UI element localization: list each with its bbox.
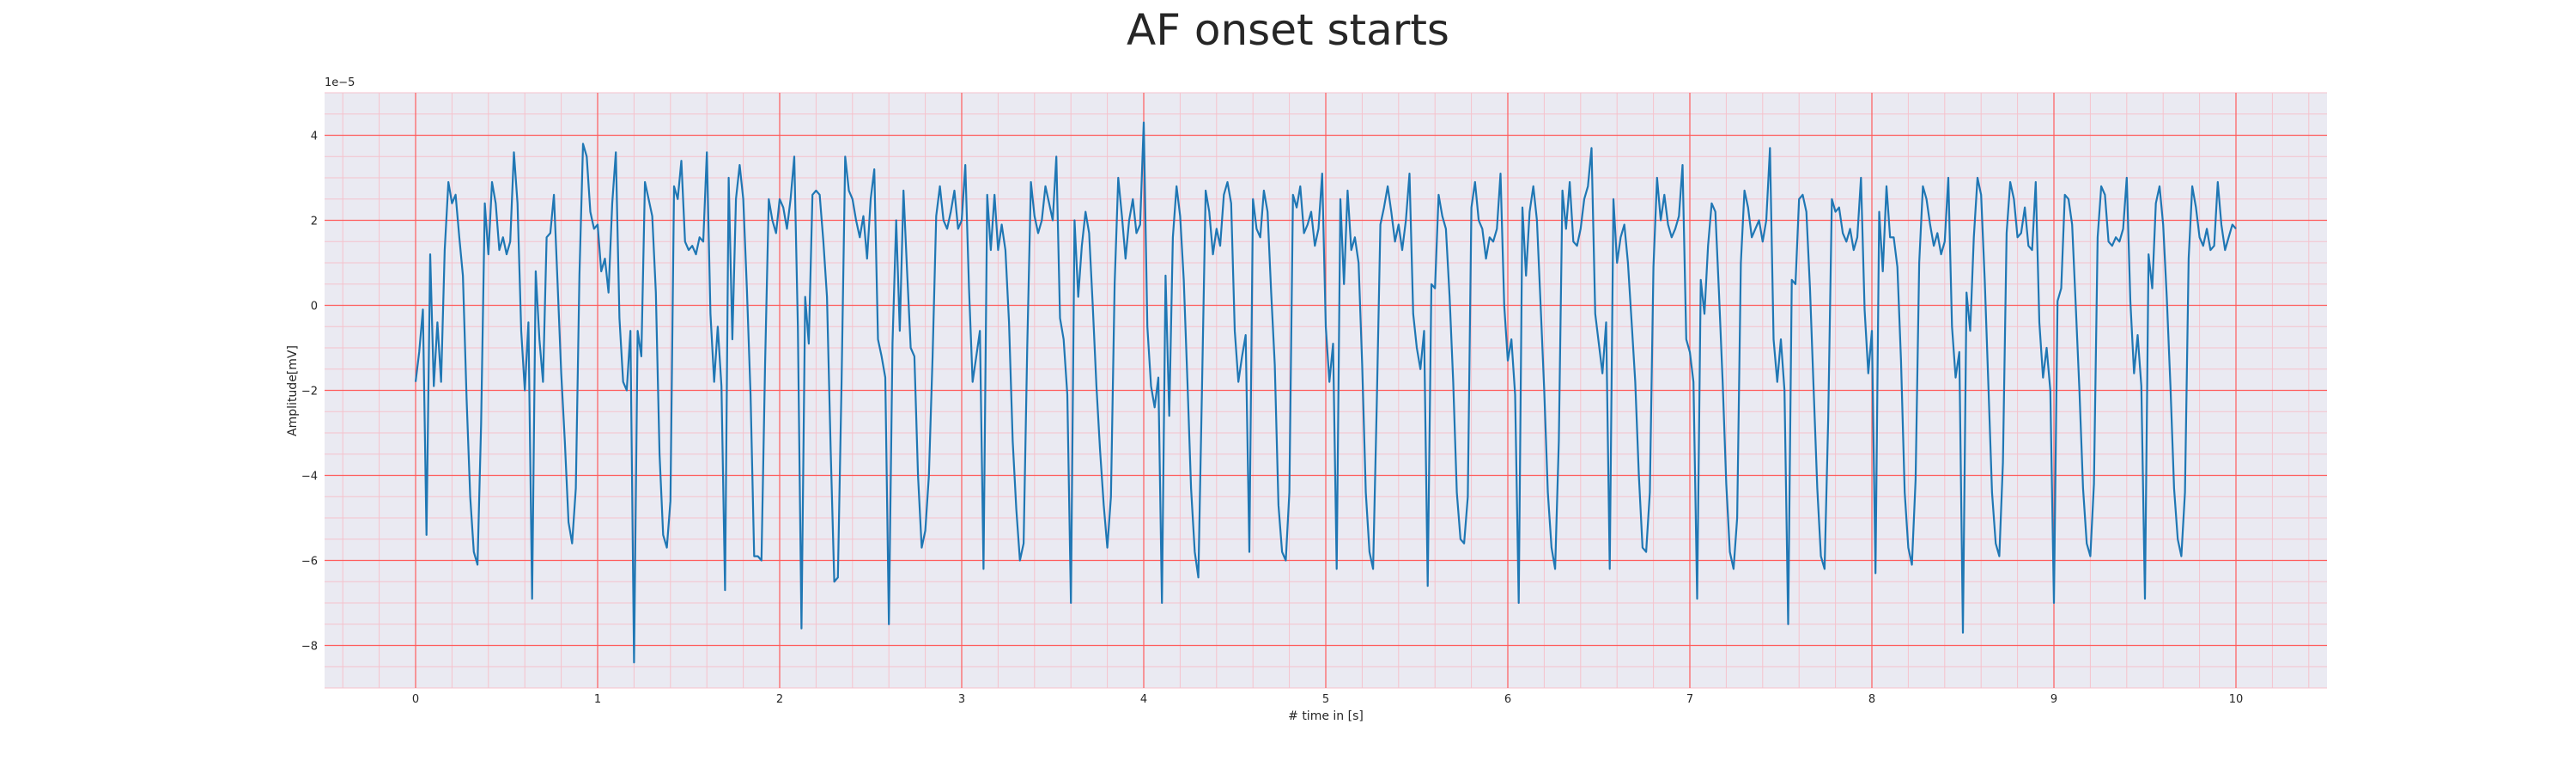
x-tick-labels: 0 1 2 3 4 5 6 7 8 9 10 <box>412 693 2243 706</box>
x-axis-label: # time in [s] <box>1288 709 1364 723</box>
y-tick-label: −8 <box>301 641 318 654</box>
y-tick-label: 4 <box>311 131 318 143</box>
x-tick-label: 2 <box>776 693 783 706</box>
x-tick-label: 5 <box>1322 693 1329 706</box>
y-tick-label: 2 <box>311 216 318 228</box>
y-axis-label: Amplitude[mV] <box>286 345 300 436</box>
y-tick-label: 0 <box>311 301 318 313</box>
y-tick-labels: −8 −6 −4 −2 0 2 4 <box>301 131 318 654</box>
x-tick-label: 3 <box>958 693 965 706</box>
x-tick-label: 6 <box>1504 693 1511 706</box>
y-tick-label: −2 <box>301 386 318 399</box>
x-tick-label: 7 <box>1686 693 1693 706</box>
x-tick-label: 9 <box>2050 693 2057 706</box>
x-tick-label: 4 <box>1140 693 1147 706</box>
chart-title: AF onset starts <box>1127 5 1449 55</box>
y-tick-label: −4 <box>301 471 318 484</box>
x-tick-label: 0 <box>412 693 419 706</box>
x-tick-label: 8 <box>1868 693 1875 706</box>
x-tick-label: 10 <box>2229 693 2244 706</box>
x-tick-label: 1 <box>594 693 601 706</box>
y-axis-offset-label: 1e−5 <box>325 76 355 89</box>
y-tick-label: −6 <box>301 556 318 569</box>
signal-line <box>414 121 2237 664</box>
